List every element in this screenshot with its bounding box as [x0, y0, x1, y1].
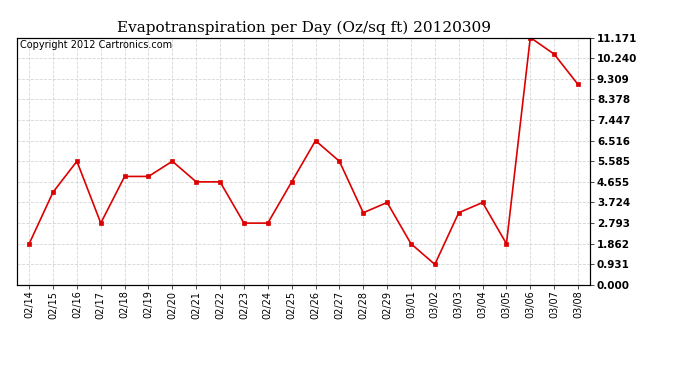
Title: Evapotranspiration per Day (Oz/sq ft) 20120309: Evapotranspiration per Day (Oz/sq ft) 20…: [117, 21, 491, 35]
Text: Copyright 2012 Cartronics.com: Copyright 2012 Cartronics.com: [20, 40, 172, 50]
